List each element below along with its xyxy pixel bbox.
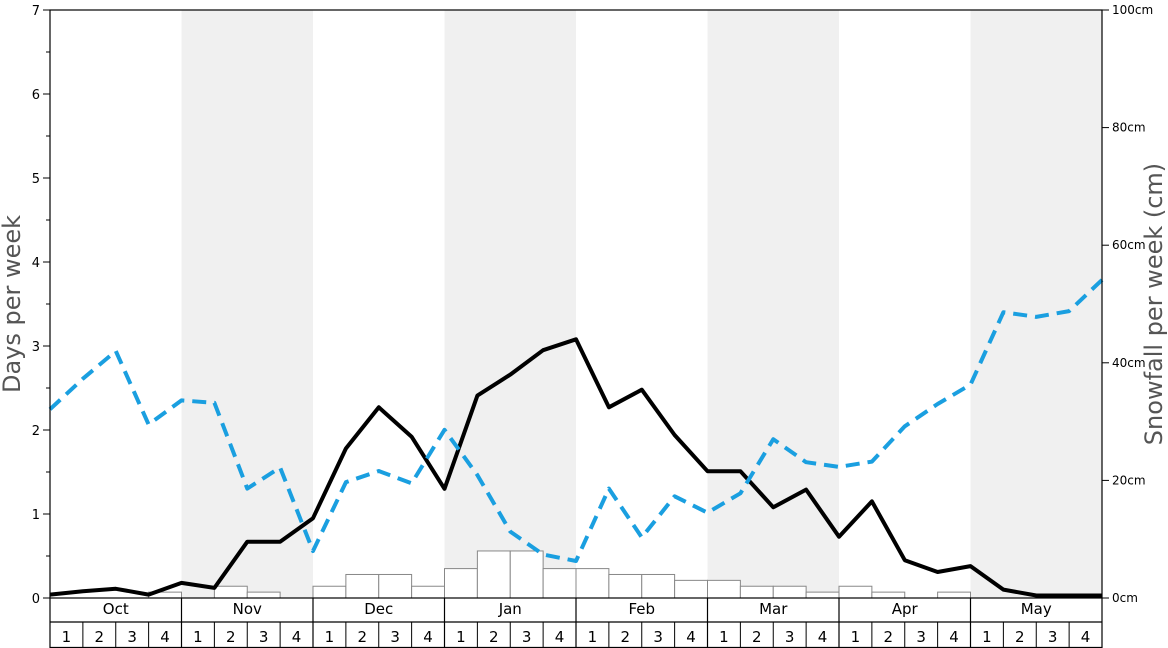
right-tick-label: 0cm	[1112, 591, 1138, 605]
snowfall-bar	[476, 550, 511, 599]
right-axis-title: Snowfall per week (cm)	[1140, 163, 1168, 445]
week-label: 1	[719, 628, 729, 646]
week-label: 1	[456, 628, 466, 646]
week-label: 3	[522, 628, 532, 646]
right-tick-label: 60cm	[1112, 238, 1146, 252]
month-label-jan: Jan	[498, 600, 522, 618]
snowfall-bar	[739, 585, 774, 599]
week-label: 3	[390, 628, 400, 646]
week-label: 3	[259, 628, 269, 646]
left-tick-label: 7	[32, 4, 40, 19]
month-label-dec: Dec	[364, 600, 393, 618]
week-label: 4	[423, 628, 433, 646]
week-label: 2	[1015, 628, 1025, 646]
month-label-feb: Feb	[628, 600, 655, 618]
snowfall-bar	[345, 573, 380, 599]
week-label: 2	[752, 628, 762, 646]
snowfall-bar	[312, 585, 347, 599]
right-tick-label: 100cm	[1112, 3, 1153, 17]
snowfall-dashed-line	[48, 278, 1104, 563]
left-tick-label: 5	[32, 172, 40, 187]
right-tick-label: 80cm	[1112, 121, 1146, 135]
snowfall-bar	[444, 568, 478, 599]
right-tick-label: 40cm	[1112, 356, 1146, 370]
snowfall-bar	[608, 573, 643, 599]
week-label: 3	[653, 628, 663, 646]
week-label: 4	[292, 628, 302, 646]
week-label: 1	[982, 628, 992, 646]
month-label-oct: Oct	[103, 600, 129, 618]
left-tick-label: 6	[32, 88, 40, 103]
month-label-nov: Nov	[233, 600, 262, 618]
snowfall-bar	[378, 573, 413, 599]
series-lines	[48, 278, 1104, 598]
week-label: 2	[226, 628, 236, 646]
week-label: 4	[555, 628, 565, 646]
month-label-mar: Mar	[759, 600, 788, 618]
week-label: 1	[851, 628, 861, 646]
snowfall-bar	[805, 591, 840, 599]
week-label: 3	[785, 628, 795, 646]
week-label: 4	[686, 628, 696, 646]
week-label: 1	[193, 628, 203, 646]
week-label: 4	[818, 628, 828, 646]
month-shade-mar	[707, 10, 839, 598]
snowfall-bar	[246, 591, 281, 599]
snowfall-bar	[641, 573, 676, 599]
week-label: 1	[325, 628, 335, 646]
snowfall-bar	[509, 550, 544, 599]
week-label: 3	[127, 628, 137, 646]
snowfall-bar	[213, 585, 248, 599]
snowfall-bar	[674, 579, 708, 599]
week-label: 2	[95, 628, 105, 646]
week-label: 1	[588, 628, 598, 646]
left-tick-label: 4	[32, 256, 40, 271]
snowfall-bar	[871, 591, 906, 599]
snowfall-bar	[707, 579, 741, 599]
week-label: 2	[621, 628, 631, 646]
week-label: 1	[62, 628, 72, 646]
week-label: 2	[358, 628, 368, 646]
left-tick-label: 1	[32, 508, 40, 523]
week-label: 4	[1081, 628, 1091, 646]
month-shade-nov	[181, 10, 313, 598]
left-axis-title: Days per week	[0, 215, 26, 393]
month-shade-may	[970, 10, 1102, 598]
left-tick-label: 2	[32, 424, 40, 439]
week-label: 2	[489, 628, 499, 646]
snowfall-bar	[411, 585, 445, 599]
month-label-may: May	[1021, 600, 1052, 618]
snowfall-bar	[838, 585, 873, 599]
month-shade-jan	[444, 10, 576, 598]
month-shading	[181, 10, 1102, 598]
right-tick-label: 20cm	[1112, 473, 1146, 487]
left-tick-label: 3	[32, 340, 40, 355]
left-tick-label: 0	[32, 592, 40, 607]
week-label: 3	[916, 628, 926, 646]
snowfall-bar	[575, 568, 610, 599]
days-per-week-line	[49, 337, 1102, 598]
week-label: 2	[884, 628, 894, 646]
snowfall-bar	[542, 568, 577, 599]
snowfall-bar	[772, 585, 807, 599]
week-label: 4	[160, 628, 170, 646]
month-label-apr: Apr	[892, 600, 919, 618]
month-axis: Oct 1 2 3 4 Nov 1 2 3 4 Dec 1 2 3 4 Jan 1 2 3 4 Feb 1 2 3 4 Mar 1 2…	[49, 598, 1103, 648]
right-axis: 0cm 20cm 40cm 60cm 80cm 100cm	[1102, 3, 1153, 605]
snowfall-bar	[937, 591, 971, 599]
left-axis: 0 1 2 3 4 5 6 7	[32, 4, 50, 607]
week-label: 3	[1048, 628, 1058, 646]
week-label: 4	[949, 628, 959, 646]
